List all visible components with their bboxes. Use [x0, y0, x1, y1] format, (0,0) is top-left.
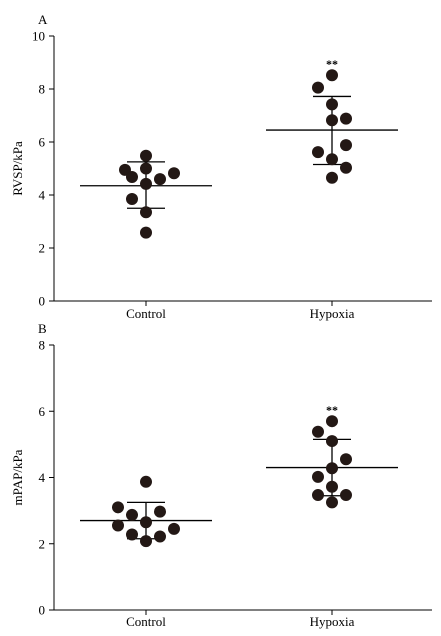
data-point — [312, 425, 324, 438]
data-point — [326, 153, 338, 166]
y-tick-label: 2 — [39, 241, 46, 256]
y-tick-label: 10 — [32, 29, 45, 44]
y-tick-label: 0 — [39, 294, 46, 309]
data-point — [312, 470, 324, 483]
y-tick-label: 0 — [39, 603, 46, 618]
group-control — [80, 475, 212, 548]
significance-marker: ** — [326, 403, 338, 417]
data-point — [154, 173, 166, 186]
data-point — [126, 170, 138, 183]
data-point — [326, 98, 338, 111]
x-tick-label: Hypoxia — [310, 306, 355, 321]
panel-label: B — [38, 321, 47, 336]
data-point — [140, 226, 152, 239]
data-point — [168, 522, 180, 535]
data-point — [326, 435, 338, 448]
panel-a: 0 2 4 6 8 10 Control Hypoxia RVSP/kPa A ** — [10, 12, 432, 321]
data-point — [326, 171, 338, 184]
group-hypoxia: ** — [266, 57, 398, 184]
group-control — [80, 149, 212, 239]
data-point — [340, 489, 352, 502]
data-point — [312, 81, 324, 94]
group-hypoxia: ** — [266, 403, 398, 509]
y-tick-label: 6 — [39, 135, 46, 150]
data-point — [326, 415, 338, 428]
data-point — [340, 139, 352, 152]
data-point — [312, 489, 324, 502]
data-point — [140, 535, 152, 548]
y-axis-label: mPAP/kPa — [10, 449, 25, 505]
panel-label: A — [38, 12, 48, 27]
panel-b: 0 2 4 6 8 Control Hypoxia mPAP/kPa B ** — [10, 321, 432, 629]
data-point — [112, 519, 124, 532]
data-point — [340, 112, 352, 125]
data-point — [126, 508, 138, 521]
data-point — [126, 528, 138, 541]
data-point — [140, 162, 152, 175]
data-point — [326, 114, 338, 127]
data-point — [340, 453, 352, 466]
data-point — [140, 149, 152, 162]
significance-marker: ** — [326, 57, 338, 71]
y-tick-label: 4 — [39, 470, 46, 485]
y-tick-label: 4 — [39, 188, 46, 203]
data-point — [326, 69, 338, 82]
y-axis-label: RVSP/kPa — [10, 141, 25, 196]
x-tick-label: Control — [126, 306, 166, 321]
y-tick-label: 8 — [39, 338, 46, 353]
x-tick-label: Control — [126, 614, 166, 629]
data-point — [168, 167, 180, 180]
y-tick-label: 6 — [39, 404, 46, 419]
data-point — [126, 192, 138, 205]
x-tick-label: Hypoxia — [310, 614, 355, 629]
data-point — [326, 462, 338, 475]
data-point — [312, 146, 324, 159]
data-point — [326, 480, 338, 493]
data-point — [140, 475, 152, 488]
y-tick-label: 8 — [39, 82, 46, 97]
data-point — [112, 501, 124, 514]
data-point — [140, 177, 152, 190]
data-point — [154, 530, 166, 543]
data-point — [140, 206, 152, 219]
data-point — [340, 161, 352, 174]
data-point — [326, 496, 338, 509]
y-tick-label: 2 — [39, 536, 46, 551]
data-point — [140, 516, 152, 529]
data-point — [154, 505, 166, 518]
